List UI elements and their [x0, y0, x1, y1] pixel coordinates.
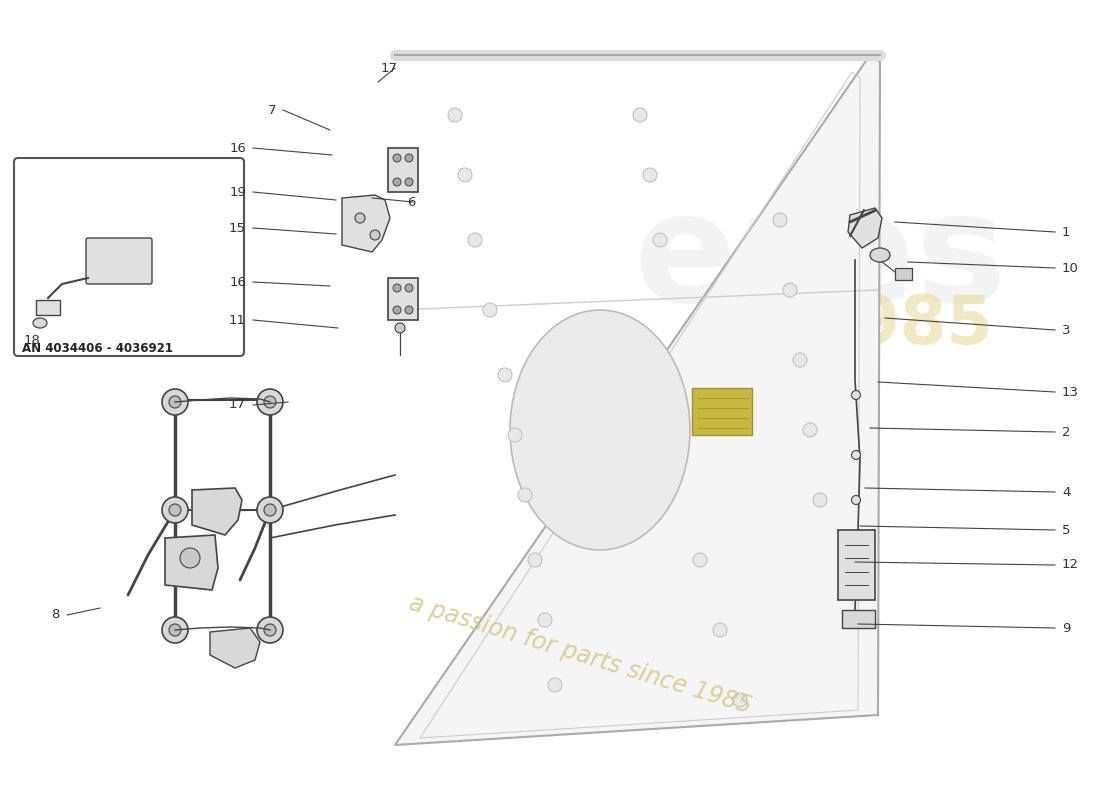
Circle shape [257, 497, 283, 523]
Text: eres: eres [634, 186, 1006, 334]
Text: 1: 1 [1062, 226, 1070, 238]
Text: 8: 8 [52, 609, 60, 622]
Text: 17: 17 [229, 398, 246, 411]
Circle shape [644, 168, 657, 182]
Text: 19: 19 [229, 186, 246, 198]
Polygon shape [842, 610, 874, 628]
Circle shape [851, 450, 860, 459]
Circle shape [393, 306, 402, 314]
Circle shape [405, 284, 412, 292]
Circle shape [370, 230, 379, 240]
Ellipse shape [33, 318, 47, 328]
Circle shape [393, 178, 402, 186]
Polygon shape [192, 488, 242, 535]
Circle shape [169, 396, 182, 408]
Circle shape [733, 693, 747, 707]
Circle shape [393, 154, 402, 162]
Polygon shape [36, 300, 60, 315]
Circle shape [851, 390, 860, 399]
Polygon shape [165, 535, 218, 590]
Circle shape [458, 168, 472, 182]
Circle shape [264, 624, 276, 636]
FancyBboxPatch shape [86, 238, 152, 284]
Circle shape [508, 428, 522, 442]
Polygon shape [210, 628, 260, 668]
Text: 4: 4 [1062, 486, 1070, 498]
Circle shape [483, 303, 497, 317]
Polygon shape [342, 195, 390, 252]
Circle shape [405, 178, 412, 186]
Text: 6: 6 [408, 195, 416, 209]
Circle shape [632, 108, 647, 122]
Polygon shape [895, 268, 912, 280]
Circle shape [528, 553, 542, 567]
Text: 10: 10 [1062, 262, 1079, 274]
Circle shape [393, 284, 402, 292]
Text: 9: 9 [1062, 622, 1070, 634]
Circle shape [264, 396, 276, 408]
Circle shape [653, 233, 667, 247]
Circle shape [548, 678, 562, 692]
Circle shape [264, 504, 276, 516]
Text: 7: 7 [267, 103, 276, 117]
Polygon shape [388, 148, 418, 192]
Text: 12: 12 [1062, 558, 1079, 571]
Circle shape [169, 504, 182, 516]
Circle shape [162, 497, 188, 523]
Circle shape [405, 306, 412, 314]
Circle shape [169, 624, 182, 636]
Circle shape [693, 553, 707, 567]
Polygon shape [395, 55, 880, 745]
Circle shape [257, 617, 283, 643]
Circle shape [803, 423, 817, 437]
Polygon shape [848, 208, 882, 248]
Circle shape [773, 213, 786, 227]
Text: 15: 15 [229, 222, 246, 234]
Circle shape [180, 548, 200, 568]
FancyBboxPatch shape [14, 158, 244, 356]
Circle shape [793, 353, 807, 367]
Circle shape [713, 623, 727, 637]
Ellipse shape [870, 248, 890, 262]
Text: 5: 5 [1062, 523, 1070, 537]
Circle shape [538, 613, 552, 627]
Circle shape [355, 213, 365, 223]
Text: 13: 13 [1062, 386, 1079, 398]
Circle shape [405, 154, 412, 162]
Text: 16: 16 [229, 275, 246, 289]
Polygon shape [388, 278, 418, 320]
Text: 18: 18 [24, 334, 41, 346]
Text: 16: 16 [229, 142, 246, 154]
Ellipse shape [510, 310, 690, 550]
Text: 17: 17 [381, 62, 398, 74]
Circle shape [468, 233, 482, 247]
Circle shape [395, 323, 405, 333]
Circle shape [851, 495, 860, 505]
Circle shape [162, 617, 188, 643]
Text: AN 4034406 - 4036921: AN 4034406 - 4036921 [22, 342, 173, 355]
Text: 2: 2 [1062, 426, 1070, 438]
Text: 1985: 1985 [807, 292, 993, 358]
Text: 11: 11 [229, 314, 246, 326]
Circle shape [257, 389, 283, 415]
Text: 3: 3 [1062, 323, 1070, 337]
Circle shape [518, 488, 532, 502]
Circle shape [162, 389, 188, 415]
Circle shape [448, 108, 462, 122]
Circle shape [498, 368, 512, 382]
Circle shape [813, 493, 827, 507]
Polygon shape [838, 530, 875, 600]
Circle shape [783, 283, 798, 297]
Text: a passion for parts since 1985: a passion for parts since 1985 [406, 591, 755, 718]
Polygon shape [692, 388, 752, 435]
